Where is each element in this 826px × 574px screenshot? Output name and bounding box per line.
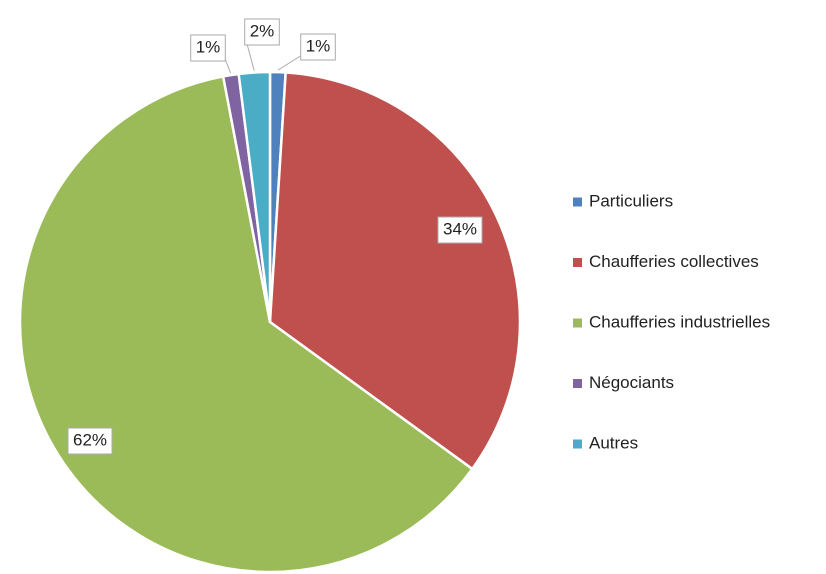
legend-swatch [573, 439, 582, 449]
legend-label: Chaufferies industrielles [589, 312, 770, 331]
legend-label: Particuliers [589, 191, 673, 210]
legend-swatch [573, 258, 582, 267]
leader-line [277, 54, 303, 71]
data-label-box [300, 33, 336, 61]
legend-label: Négociants [589, 373, 674, 392]
pie-slice [237, 70, 272, 323]
data-label: 1% [196, 37, 221, 56]
legend-swatch [573, 318, 582, 328]
legend-swatch [573, 379, 582, 388]
data-label-box [67, 427, 113, 455]
pie-slice [18, 74, 475, 574]
data-label-box [244, 18, 280, 46]
data-label-box [437, 216, 483, 244]
legend-label: Autres [589, 433, 638, 452]
data-label: 2% [250, 21, 275, 40]
data-label: 1% [306, 36, 331, 55]
data-label: 62% [73, 430, 107, 449]
data-label-box [190, 34, 226, 62]
pie-slice [268, 71, 522, 471]
legend-swatch [573, 197, 582, 207]
data-label: 34% [443, 219, 477, 238]
legend-label: Chaufferies collectives [589, 252, 759, 271]
